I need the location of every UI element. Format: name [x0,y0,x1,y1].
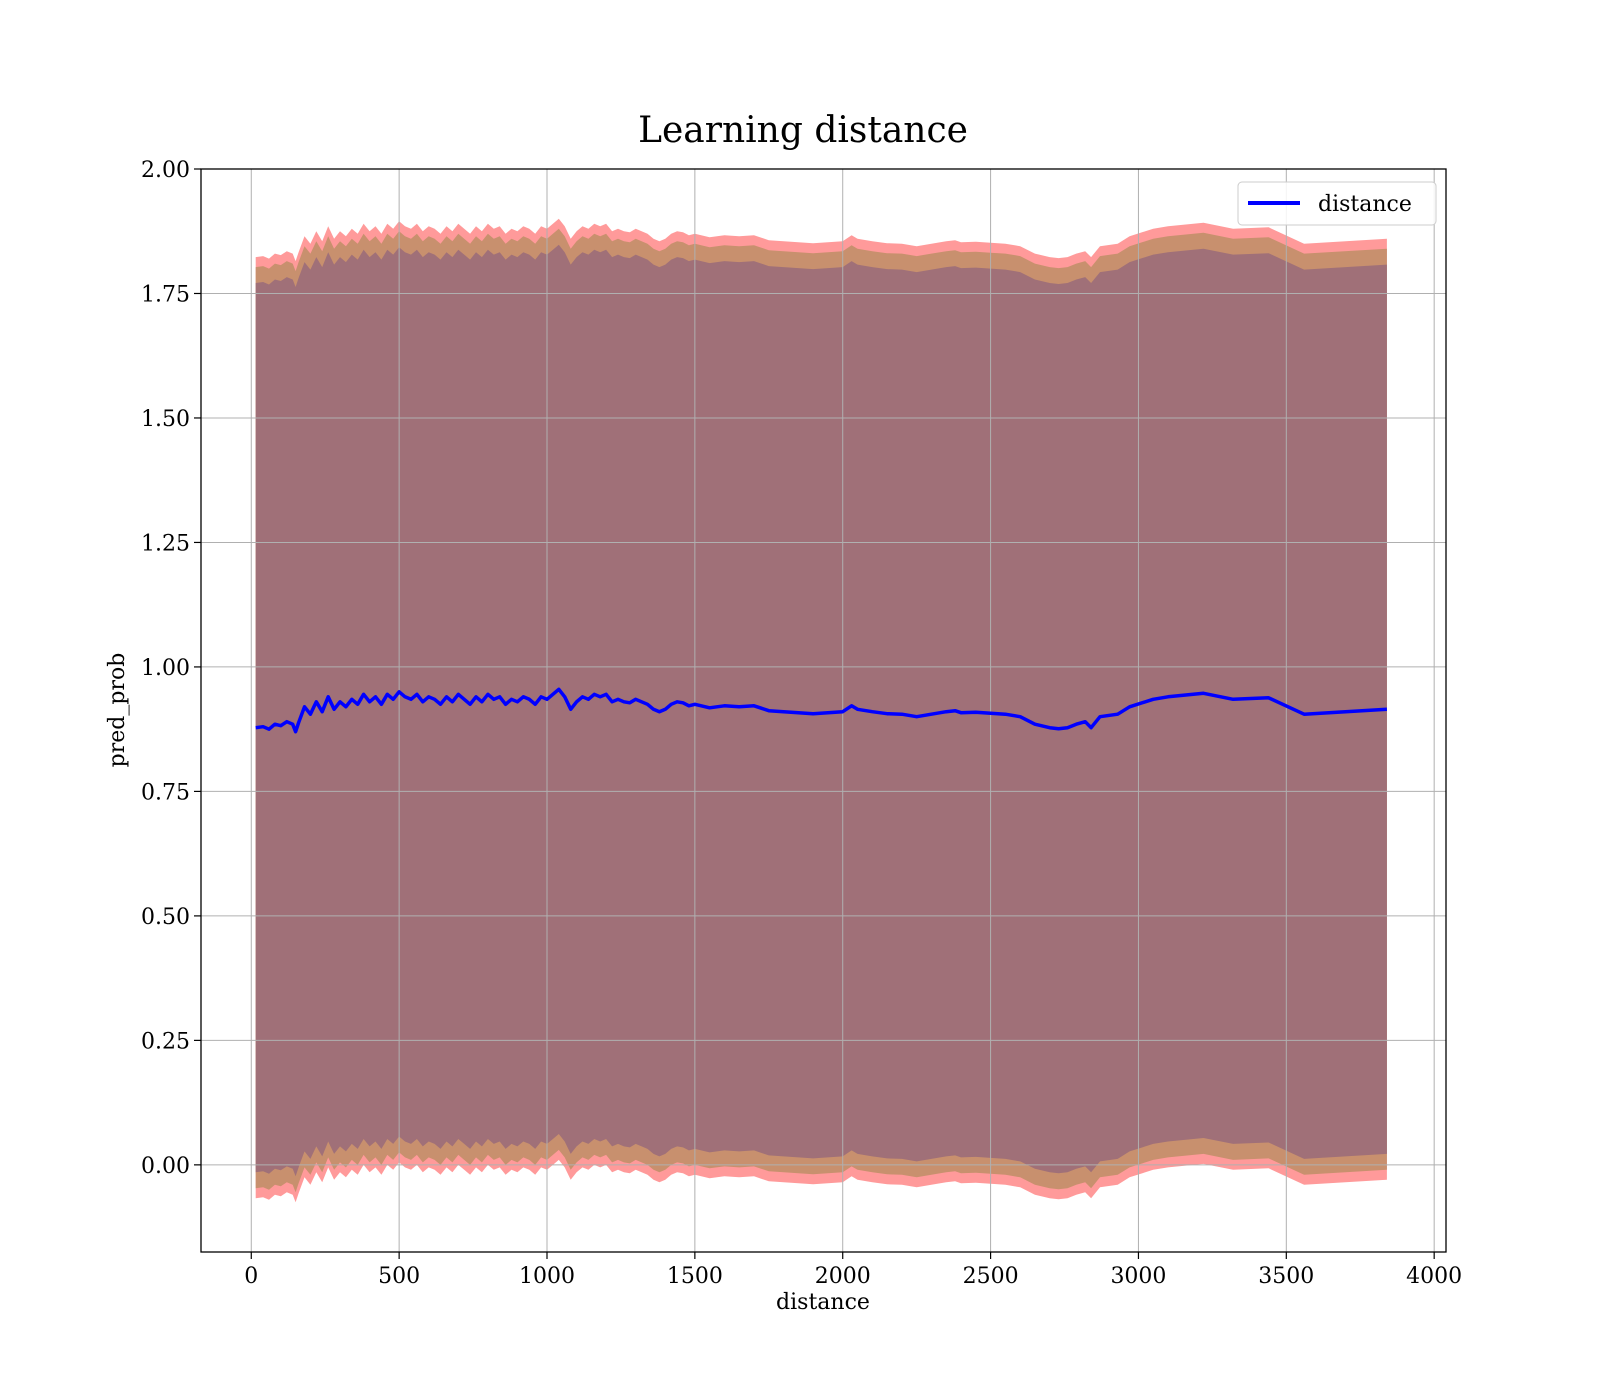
y-tick-label: 1.50 [141,407,190,432]
x-axis-label: distance [776,1290,870,1315]
x-tick-label: 4000 [1406,1264,1462,1289]
grid-lines [201,168,1446,1252]
y-axis-ticks: 0.00 0.25 0.50 0.75 1.00 1.25 1.50 1.75 2.00 [141,158,201,1179]
y-tick-label: 0.50 [141,905,190,930]
x-tick-label: 2500 [963,1264,1019,1289]
legend: distance [1237,181,1437,226]
y-tick-label: 0.25 [141,1029,190,1054]
x-tick-label: 0 [244,1264,258,1289]
confidence-bands [255,218,1387,1203]
inner-band [255,244,1387,1177]
y-tick-label: 1.00 [141,656,190,681]
x-tick-label: 1000 [519,1264,575,1289]
y-tick-label: 0.75 [141,780,190,805]
y-tick-label: 2.00 [141,158,190,183]
y-axis-label: pred_prob [105,653,130,768]
x-tick-label: 3500 [1258,1264,1314,1289]
y-tick-label: 0.00 [141,1154,190,1179]
legend-entry-distance: distance [1318,192,1412,217]
y-tick-label: 1.25 [141,531,190,556]
chart-title: Learning distance [638,110,968,151]
y-tick-label: 1.75 [141,282,190,307]
x-tick-label: 500 [378,1264,420,1289]
series-line-distance [255,687,1388,734]
series-lines [255,687,1388,734]
x-tick-label: 1500 [667,1264,723,1289]
x-tick-label: 3000 [1110,1264,1166,1289]
plot-frame [200,168,1447,1253]
x-axis-ticks: 0 500 1000 1500 2000 2500 3000 3500 4000 [244,1252,1462,1289]
legend-box [1237,181,1437,226]
x-tick-label: 2000 [815,1264,871,1289]
